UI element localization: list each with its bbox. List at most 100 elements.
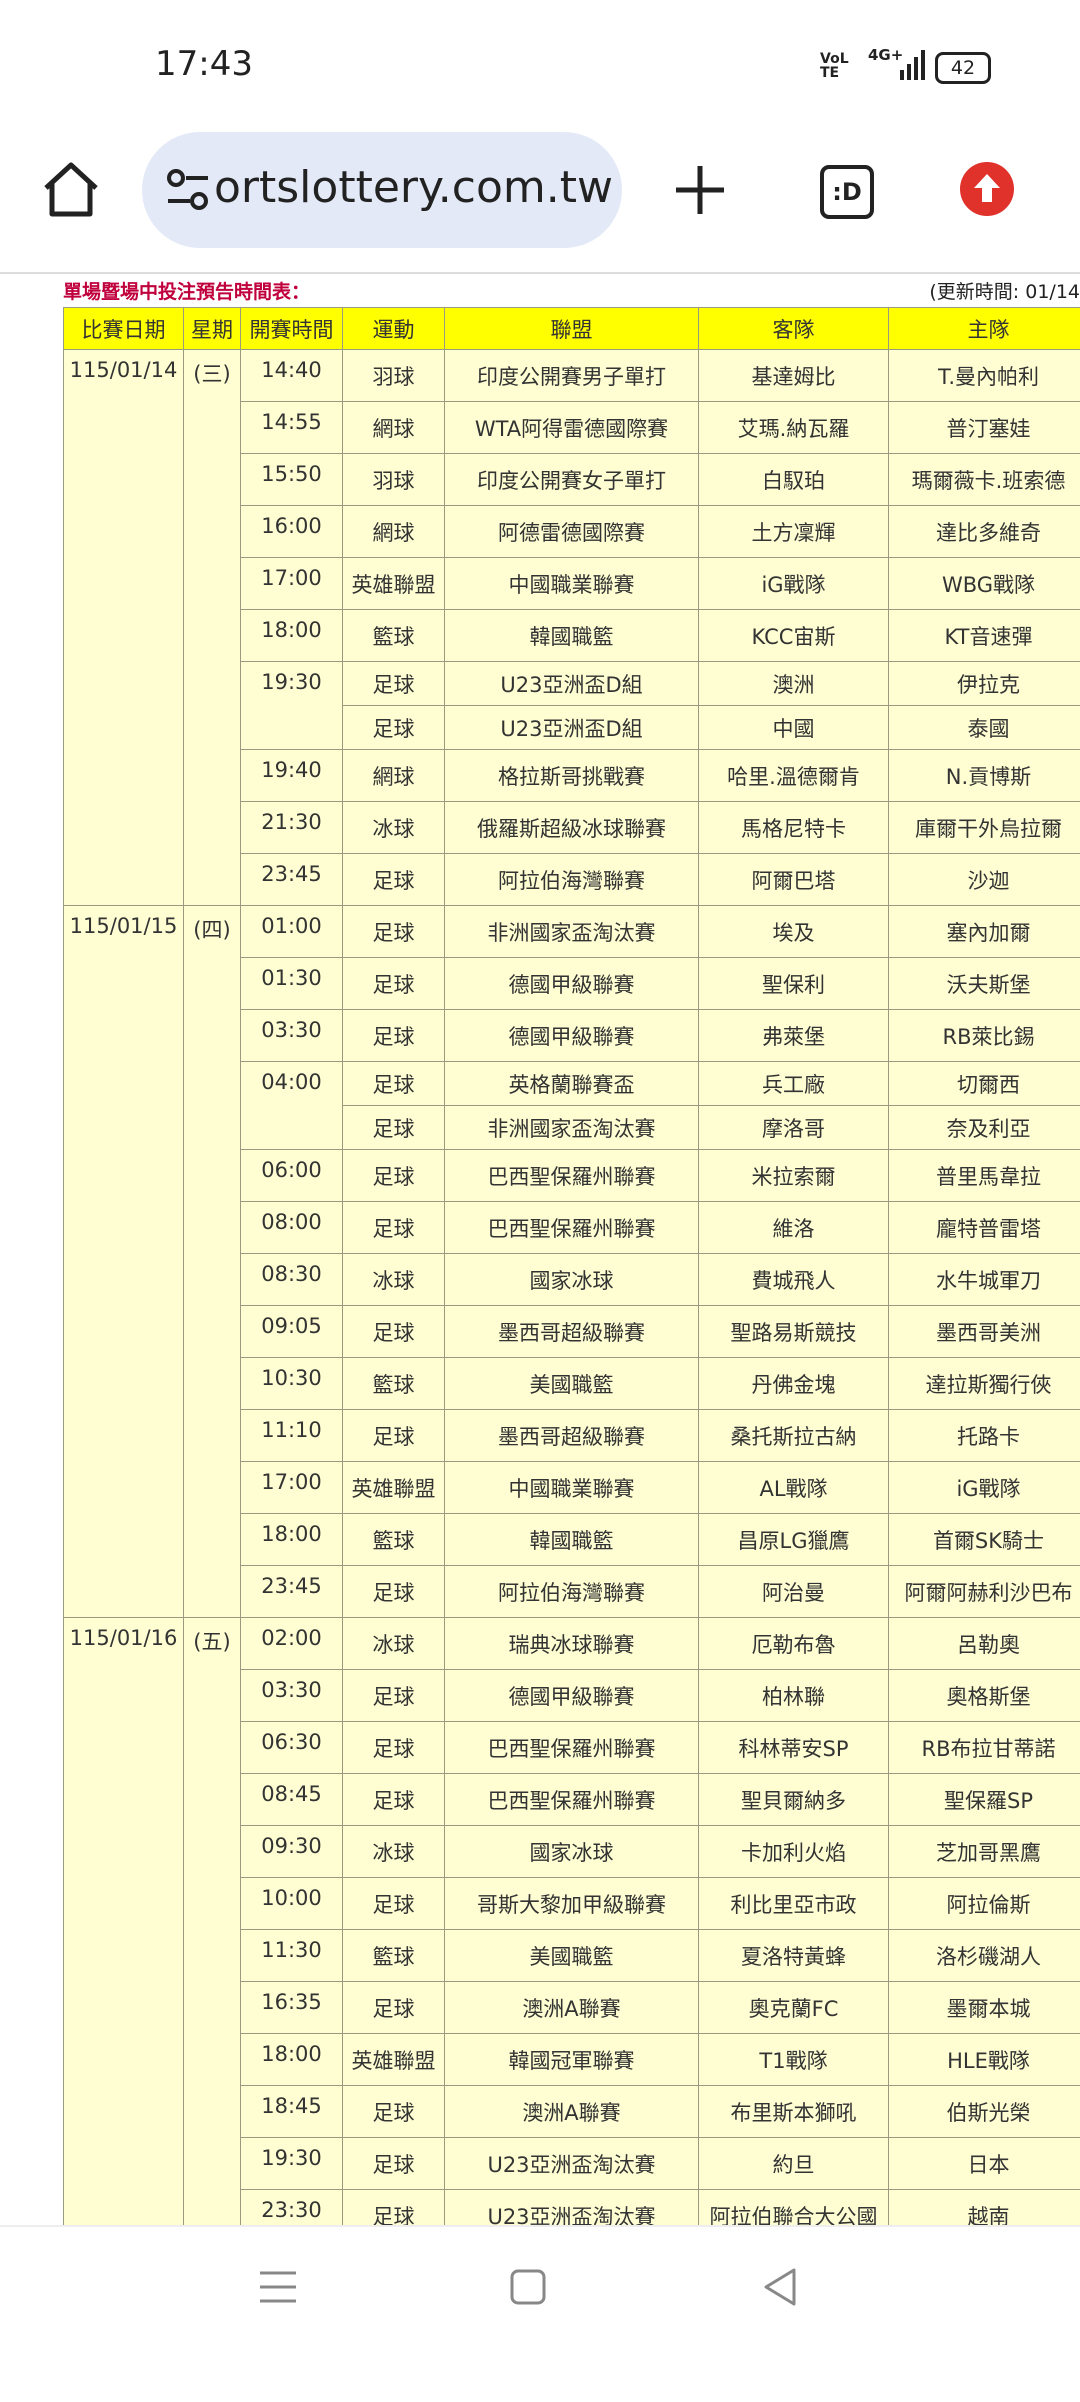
tabs-button[interactable]: :D [820,165,874,219]
sport-cell: 足球 [343,1150,445,1202]
away-cell: 弗萊堡 [699,1010,889,1062]
league-cell: 德國甲級聯賽 [445,958,699,1010]
away-cell: 米拉索爾 [699,1150,889,1202]
time-cell: 19:30 [241,2138,343,2190]
league-cell: 澳洲A聯賽 [445,1982,699,2034]
sport-cell: 籃球 [343,1930,445,1982]
sport-cell: 足球 [343,1306,445,1358]
time-cell: 17:00 [241,558,343,610]
home-cell: 墨爾本城 [889,1982,1080,2034]
sport-cell: 英雄聯盟 [343,1462,445,1514]
sport-cell: 英雄聯盟 [343,2034,445,2086]
away-cell: 利比里亞市政 [699,1878,889,1930]
weekday-cell: (三) [184,350,241,906]
league-cell: U23亞洲盃淘汰賽 [445,2190,699,2226]
time-cell: 16:00 [241,506,343,558]
time-cell: 04:00 [241,1062,343,1150]
away-cell: 土方凜輝 [699,506,889,558]
away-cell: 聖路易斯競技 [699,1306,889,1358]
home-button[interactable] [40,160,102,220]
divider [0,272,1080,274]
home-cell: RB萊比錫 [889,1010,1080,1062]
sport-cell: 網球 [343,506,445,558]
league-cell: 巴西聖保羅州聯賽 [445,1774,699,1826]
league-cell: 美國職籃 [445,1930,699,1982]
sport-cell: 足球 [343,1722,445,1774]
weekday-cell: (五) [184,1618,241,2226]
away-cell: iG戰隊 [699,558,889,610]
menu-button[interactable] [258,2267,298,2307]
time-cell: 15:50 [241,454,343,506]
league-cell: 英格蘭聯賽盃 [445,1062,699,1106]
sport-cell: 網球 [343,750,445,802]
league-cell: 俄羅斯超級冰球聯賽 [445,802,699,854]
league-cell: 德國甲級聯賽 [445,1010,699,1062]
time-cell: 18:45 [241,2086,343,2138]
page-heading: 單場暨場中投注預告時間表： [63,277,310,304]
new-tab-button[interactable] [674,164,726,216]
home-cell: 伯斯光榮 [889,2086,1080,2138]
home-cell: 越南 [889,2190,1080,2226]
away-cell: 阿治曼 [699,1566,889,1618]
away-cell: 中國 [699,706,889,750]
volte-indicator: VoLTE [820,52,850,80]
away-cell: 科林蒂安SP [699,1722,889,1774]
league-cell: 墨西哥超級聯賽 [445,1306,699,1358]
away-cell: 阿拉伯聯合大公國 [699,2190,889,2226]
away-cell: KCC宙斯 [699,610,889,662]
sport-cell: 足球 [343,1982,445,2034]
time-cell: 23:30 [241,2190,343,2226]
update-button[interactable] [958,160,1016,218]
back-button[interactable] [762,2267,798,2307]
league-cell: 印度公開賽男子單打 [445,350,699,402]
league-cell: U23亞洲盃D組 [445,662,699,706]
away-cell: 埃及 [699,906,889,958]
time-cell: 06:00 [241,1150,343,1202]
away-cell: 桑托斯拉古納 [699,1410,889,1462]
league-cell: 哥斯大黎加甲級聯賽 [445,1878,699,1930]
time-cell: 03:30 [241,1670,343,1722]
home-cell: 墨西哥美洲 [889,1306,1080,1358]
home-nav-button[interactable] [510,2269,546,2305]
away-cell: 哈里.溫德爾肯 [699,750,889,802]
sport-cell: 足球 [343,854,445,906]
time-cell: 08:00 [241,1202,343,1254]
update-time: (更新時間: 01/14 [929,277,1080,304]
league-cell: WTA阿得雷德國際賽 [445,402,699,454]
away-cell: 厄勒布魯 [699,1618,889,1670]
away-cell: T1戰隊 [699,2034,889,2086]
sport-cell: 足球 [343,2190,445,2226]
away-cell: 艾瑪.納瓦羅 [699,402,889,454]
navigation-bar [0,2225,1080,2402]
league-cell: 國家冰球 [445,1254,699,1306]
home-cell: 水牛城軍刀 [889,1254,1080,1306]
home-cell: 日本 [889,2138,1080,2190]
league-cell: 瑞典冰球聯賽 [445,1618,699,1670]
home-cell: 切爾西 [889,1062,1080,1106]
home-cell: 洛杉磯湖人 [889,1930,1080,1982]
league-cell: 巴西聖保羅州聯賽 [445,1722,699,1774]
header-row: 比賽日期星期開賽時間運動聯盟客隊主隊 [64,308,1080,350]
away-cell: 約旦 [699,2138,889,2190]
home-cell: WBG戰隊 [889,558,1080,610]
home-cell: N.貢博斯 [889,750,1080,802]
sport-cell: 足球 [343,1010,445,1062]
column-header: 開賽時間 [241,308,343,350]
time-cell: 16:35 [241,1982,343,2034]
column-header: 聯盟 [445,308,699,350]
league-cell: 韓國職籃 [445,1514,699,1566]
address-bar[interactable]: ortslottery.com.tw [142,132,622,248]
time-cell: 06:30 [241,1722,343,1774]
away-cell: 澳洲 [699,662,889,706]
home-cell: 沃夫斯堡 [889,958,1080,1010]
time-cell: 23:45 [241,1566,343,1618]
sport-cell: 英雄聯盟 [343,558,445,610]
time-cell: 09:05 [241,1306,343,1358]
home-cell: 芝加哥黑鷹 [889,1826,1080,1878]
date-cell: 115/01/15 [64,906,184,1618]
date-cell: 115/01/14 [64,350,184,906]
home-cell: 沙迦 [889,854,1080,906]
site-settings-icon[interactable] [166,168,210,212]
